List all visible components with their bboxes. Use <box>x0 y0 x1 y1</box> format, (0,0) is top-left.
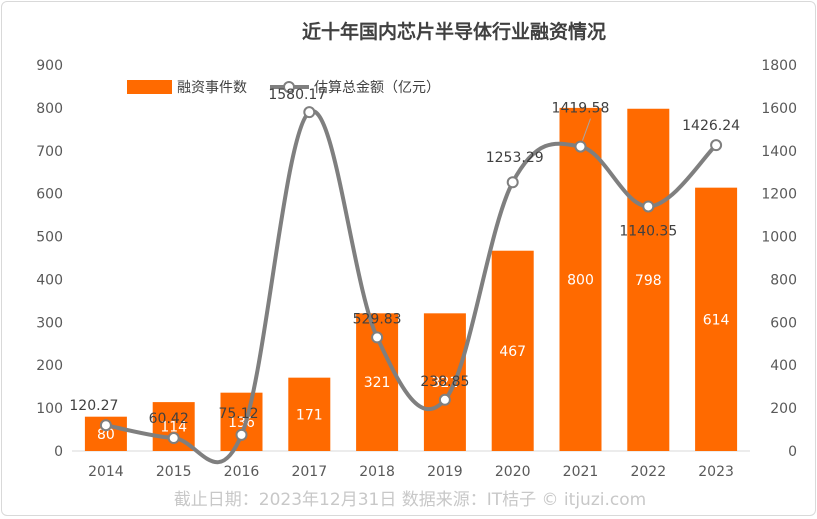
bar <box>220 392 263 451</box>
line-labels: 120.27 60.42 75.12 1580.17 529.83 238.85 1253.… <box>69 87 740 427</box>
bar-value-label: 800 <box>567 272 594 288</box>
line-point <box>99 419 112 432</box>
legend: 融资事件数 估算总金额（亿元） <box>127 80 440 96</box>
legend-bar-swatch <box>127 80 172 94</box>
line-value-label: 1580.17 <box>268 87 326 103</box>
x-tick-label: 2021 <box>563 464 599 480</box>
label-leader-line <box>582 118 591 141</box>
y-left-tick-label: 0 <box>54 444 63 460</box>
y-left-tick-label: 500 <box>36 230 63 246</box>
y-right-tick-label: 1400 <box>761 144 797 160</box>
line-value-label: 1419.58 <box>552 101 610 117</box>
bar-value-label: 80 <box>97 427 115 443</box>
y-right-tick-label: 600 <box>770 315 797 331</box>
bar <box>288 377 331 451</box>
bars <box>84 107 738 451</box>
footer-source: 截止日期：2023年12月31日 数据来源：IT桔子 © itjuzi.com <box>174 490 646 510</box>
line-value-label: 529.83 <box>353 311 402 327</box>
y-left-tick-label: 400 <box>36 272 63 288</box>
line-point <box>371 331 384 344</box>
line-point <box>574 140 587 153</box>
line-value-label: 238.85 <box>420 374 469 390</box>
line-point <box>235 428 248 441</box>
y-right-tick-label: 1000 <box>761 230 797 246</box>
chart-title: 近十年国内芯片半导体行业融资情况 <box>302 20 606 43</box>
x-tick-label: 2018 <box>359 464 395 480</box>
axes: 0 100 200 300 400 500 600 700 800 900 0 200 400 600 80… <box>36 58 797 480</box>
line-value-label: 1426.24 <box>682 118 740 134</box>
y-right-tick-label: 200 <box>770 401 797 417</box>
bar-value-label: 171 <box>296 407 323 423</box>
line-value-label: 75.12 <box>218 406 258 422</box>
bar-value-label: 798 <box>635 273 662 289</box>
y-left-tick-label: 100 <box>36 401 63 417</box>
x-tick-label: 2023 <box>698 464 734 480</box>
y-left-tick-label: 300 <box>36 315 63 331</box>
bar <box>423 313 466 451</box>
line-point <box>506 176 519 189</box>
line-point <box>303 106 316 119</box>
bar-value-label: 114 <box>160 420 187 436</box>
y-left-tick-label: 600 <box>36 187 63 203</box>
y-left-tick-label: 200 <box>36 358 63 374</box>
x-tick-label: 2016 <box>224 464 260 480</box>
bar <box>559 107 602 451</box>
series-line <box>105 109 718 465</box>
x-tick-label: 2020 <box>495 464 531 480</box>
x-tick-label: 2017 <box>291 464 327 480</box>
bar-value-label: 614 <box>703 312 730 328</box>
line-value-label: 60.42 <box>149 411 189 427</box>
y-right-tick-label: 1800 <box>761 58 797 74</box>
line-point <box>642 200 655 213</box>
line-point <box>710 139 723 152</box>
y-right-tick-label: 800 <box>770 272 797 288</box>
legend-line-marker <box>283 81 295 93</box>
line-point <box>167 432 180 445</box>
bar-value-label: 321 <box>364 375 391 391</box>
line-value-label: 1140.35 <box>619 223 677 239</box>
line-series <box>99 106 723 465</box>
line-point <box>438 393 451 406</box>
line-value-label: 1253.29 <box>486 150 544 166</box>
x-tick-label: 2022 <box>630 464 666 480</box>
bar <box>627 108 670 451</box>
y-right-tick-label: 1200 <box>761 187 797 203</box>
y-right-tick-label: 0 <box>788 444 797 460</box>
y-right-tick-label: 1600 <box>761 101 797 117</box>
bar <box>695 187 738 451</box>
legend-bar-label: 融资事件数 <box>177 80 247 96</box>
bar-value-label: 467 <box>499 344 526 360</box>
bar <box>491 250 534 451</box>
y-left-tick-label: 900 <box>36 58 63 74</box>
y-left-tick-label: 800 <box>36 101 63 117</box>
legend-line-label: 估算总金额（亿元） <box>314 80 440 96</box>
y-left-tick-label: 700 <box>36 144 63 160</box>
x-tick-label: 2019 <box>427 464 463 480</box>
x-tick-label: 2014 <box>88 464 124 480</box>
y-right-tick-label: 400 <box>770 358 797 374</box>
line-value-label: 120.27 <box>69 398 118 414</box>
x-tick-label: 2015 <box>156 464 192 480</box>
